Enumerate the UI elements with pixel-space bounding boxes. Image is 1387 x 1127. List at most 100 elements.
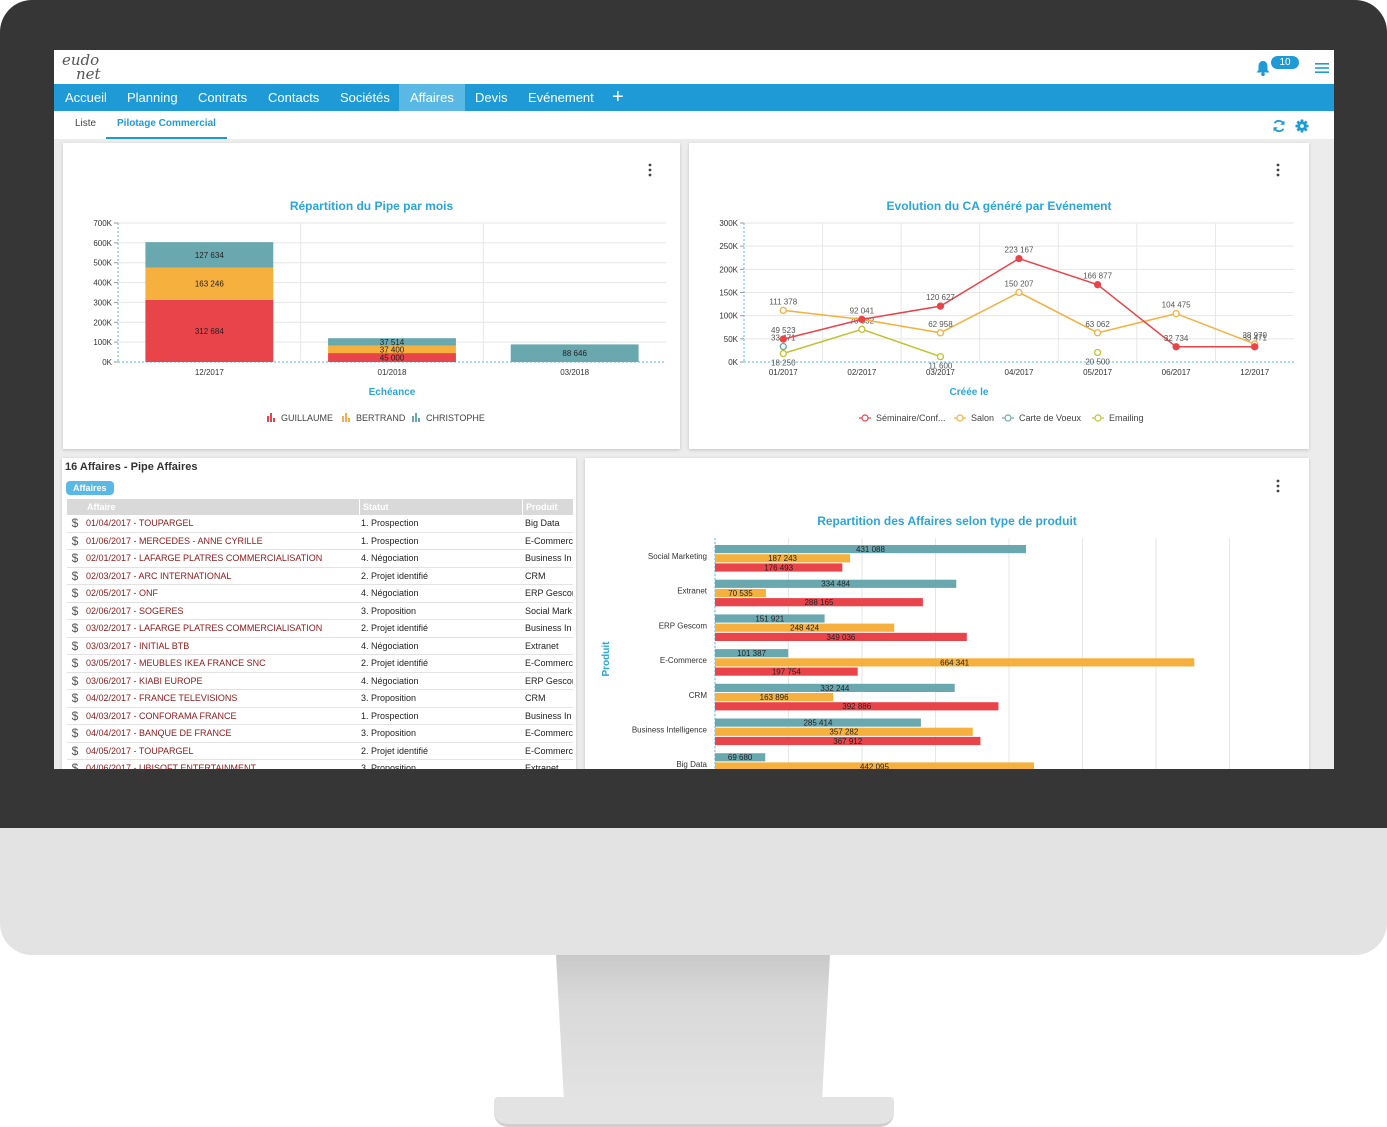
affaires-tag[interactable]: Affaires: [66, 481, 114, 495]
menu-icon[interactable]: [1315, 62, 1329, 74]
table-header: Affaire Statut Produit: [67, 499, 573, 515]
kebab-icon[interactable]: [1276, 163, 1280, 177]
settings-icon[interactable]: [1295, 119, 1309, 133]
statut-cell: 1. Prospection: [361, 518, 419, 528]
data-label: 176 493: [764, 563, 793, 572]
nav-planning[interactable]: Planning: [127, 90, 178, 105]
nav-societes[interactable]: Sociétés: [340, 90, 390, 105]
y-tick-label: CRM: [689, 691, 708, 700]
data-label: 32 734: [1164, 334, 1189, 343]
data-label: 111 378: [769, 297, 797, 306]
kebab-icon[interactable]: [1276, 479, 1280, 493]
table-row[interactable]: $02/03/2017 - ARC INTERNATIONAL 2. Projet…: [67, 568, 573, 585]
affaire-link[interactable]: 04/06/2017 - UBISOFT ENTERTAINMENT: [86, 763, 257, 769]
produit-cell: Business In: [525, 553, 572, 563]
statut-cell: 3. Proposition: [361, 763, 417, 769]
data-label: 392 886: [842, 702, 871, 711]
column-header-statut[interactable]: Statut: [359, 499, 389, 515]
affaire-link[interactable]: 04/03/2017 - CONFORAMA FRANCE: [86, 710, 237, 721]
statut-cell: 4. Négociation: [361, 640, 419, 651]
x-axis-title: Créée le: [950, 387, 989, 398]
refresh-icon[interactable]: [1272, 119, 1286, 133]
table-row[interactable]: $03/03/2017 - INITIAL BTB 4. Négociation E…: [67, 638, 573, 655]
tab-liste[interactable]: Liste: [75, 118, 97, 129]
data-label: 248 424: [790, 624, 819, 633]
table-row[interactable]: $04/03/2017 - CONFORAMA FRANCE 1. Prospec…: [67, 708, 573, 725]
affaire-link[interactable]: 01/04/2017 - TOUPARGEL: [86, 518, 194, 528]
affaire-link[interactable]: 03/03/2017 - INITIAL BTB: [86, 640, 190, 651]
table-row[interactable]: $04/05/2017 - TOUPARGEL 2. Projet identif…: [67, 743, 573, 760]
nav-contrats[interactable]: Contrats: [198, 90, 248, 105]
kebab-icon[interactable]: [648, 163, 652, 177]
column-header-affaire[interactable]: Affaire: [87, 502, 116, 512]
data-label: 163 896: [760, 693, 789, 702]
table-row[interactable]: $03/02/2017 - LAFARGE PLATRES COMMERCIAL…: [67, 620, 573, 638]
affaire-link[interactable]: 03/02/2017 - LAFARGE PLATRES COMMERCIALI…: [86, 623, 323, 633]
tab-pilotage-commercial[interactable]: Pilotage Commercial: [106, 111, 227, 139]
column-header-produit[interactable]: Produit: [522, 499, 558, 515]
affaire-link[interactable]: 03/05/2017 - MEUBLES IKEA FRANCE SNC: [86, 658, 266, 668]
affaire-link[interactable]: 02/06/2017 - SOGERES: [86, 605, 184, 616]
monitor-stand-base: [494, 1097, 894, 1127]
legend-label: Séminaire/Conf...: [876, 413, 946, 423]
bar: [715, 753, 766, 762]
legend-label: GUILLAUME: [281, 413, 333, 423]
legend-line-icon: [859, 414, 871, 422]
legend-icon-marker: [861, 414, 869, 422]
notification-badge[interactable]: 10: [1271, 56, 1299, 69]
y-tick-label: ERP Gescom: [659, 621, 708, 630]
table-row[interactable]: $02/01/2017 - LAFARGE PLATRES COMMERCIAL…: [67, 550, 573, 568]
data-point: [779, 349, 787, 358]
table-row[interactable]: $02/05/2017 - ONF 4. Négociation ERP Gesco…: [67, 585, 573, 603]
table-row[interactable]: $01/06/2017 - MERCEDES - ANNE CYRILLE 1. …: [67, 533, 573, 550]
logo[interactable]: eudo net: [62, 53, 101, 82]
bar: [715, 579, 957, 588]
table-row[interactable]: $03/05/2017 - MEUBLES IKEA FRANCE SNC 2. …: [67, 655, 573, 673]
affaire-link[interactable]: 04/02/2017 - FRANCE TELEVISIONS: [86, 693, 238, 703]
table-row[interactable]: $02/06/2017 - SOGERES 3. Proposition Socia…: [67, 603, 573, 620]
affaire-link[interactable]: 02/03/2017 - ARC INTERNATIONAL: [86, 570, 232, 581]
table-row[interactable]: $04/02/2017 - FRANCE TELEVISIONS 3. Propo…: [67, 690, 573, 708]
y-tick-label: 100K: [719, 312, 738, 321]
nav-contacts[interactable]: Contacts: [268, 90, 320, 105]
nav-devis[interactable]: Devis: [475, 90, 508, 105]
data-point: [1093, 329, 1102, 337]
y-tick-label: 250K: [719, 242, 738, 251]
produit-cell: Business In: [525, 623, 572, 633]
produit-cell: Business In: [525, 710, 572, 721]
bar: [715, 693, 834, 702]
table-row[interactable]: $04/04/2017 - BANQUE DE FRANCE 3. Proposi…: [67, 725, 573, 743]
affaire-link[interactable]: 04/05/2017 - TOUPARGEL: [86, 745, 194, 756]
panel-affaires-produit: Repartition des Affaires selon type de p…: [585, 458, 1309, 769]
affaire-link[interactable]: 02/01/2017 - LAFARGE PLATRES COMMERCIALI…: [86, 553, 323, 563]
table-row[interactable]: $04/06/2017 - UBISOFT ENTERTAINMENT 3. Pr…: [67, 760, 573, 769]
y-tick-label: 600K: [93, 239, 112, 248]
nav-affaires[interactable]: Affaires: [399, 84, 465, 111]
affaire-link[interactable]: 02/05/2017 - ONF: [86, 588, 159, 598]
add-tab-button[interactable]: +: [612, 86, 624, 108]
data-label: 104 475: [1162, 301, 1191, 310]
bell-icon[interactable]: [1254, 59, 1272, 77]
affaire-link[interactable]: 03/06/2017 - KIABI EUROPE: [86, 675, 203, 686]
y-tick-label: Social Marketing: [648, 552, 707, 561]
affaire-link[interactable]: 04/04/2017 - BANQUE DE FRANCE: [86, 728, 232, 738]
data-label: 163 246: [195, 280, 224, 289]
data-label: 120 627: [926, 293, 955, 302]
app-screen: eudo net 10 Accueil Planning Contrats Co…: [54, 50, 1334, 769]
affaire-link[interactable]: 01/06/2017 - MERCEDES - ANNE CYRILLE: [86, 535, 263, 546]
statut-cell: 2. Projet identifié: [361, 623, 429, 633]
bar: [715, 632, 967, 641]
nav-accueil[interactable]: Accueil: [65, 90, 107, 105]
table-row[interactable]: $01/04/2017 - TOUPARGEL 1. Prospection Big…: [67, 515, 573, 533]
data-point: [779, 306, 787, 315]
dollar-icon: $: [71, 656, 79, 670]
data-label: 49 523: [771, 326, 796, 335]
data-label: 431 088: [856, 545, 885, 554]
data-point: [936, 352, 945, 361]
bar: [715, 658, 1195, 667]
x-tick-label: 03/2018: [560, 368, 589, 377]
nav-evenement[interactable]: Evénement: [528, 90, 594, 105]
table-row[interactable]: $03/06/2017 - KIABI EUROPE 4. Négociation…: [67, 673, 573, 690]
bar: [715, 736, 981, 746]
statut-cell: 3. Proposition: [361, 693, 417, 703]
